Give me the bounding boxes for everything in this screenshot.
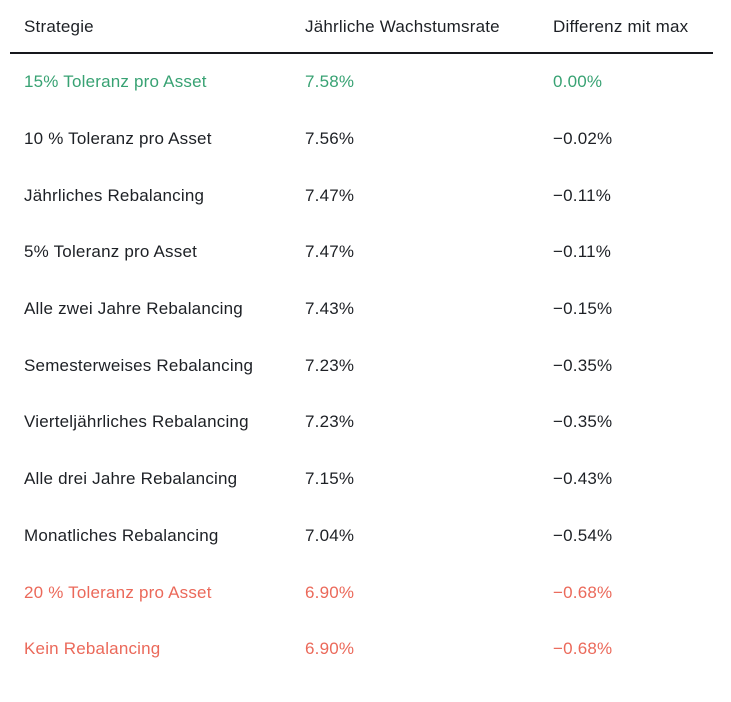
diff-max-value: 0.00% — [553, 72, 603, 92]
diff-max-value: −0.68% — [553, 582, 613, 602]
strategy-name: Monatliches Rebalancing — [24, 525, 219, 545]
growth-rate-value: 7.56% — [305, 129, 355, 149]
strategy-name: 15% Toleranz pro Asset — [24, 72, 207, 92]
diff-max-value: −0.43% — [553, 469, 613, 489]
strategy-name: Vierteljährliches Rebalancing — [24, 412, 249, 432]
diff-max-value: −0.54% — [553, 525, 613, 545]
strategy-name: 5% Toleranz pro Asset — [24, 242, 198, 262]
growth-rate-value: 7.23% — [305, 412, 355, 432]
growth-rate-value: 7.43% — [305, 299, 355, 319]
growth-rate-value: 7.23% — [305, 355, 355, 375]
column-header-strategy: Strategie — [24, 17, 94, 36]
diff-max-value: −0.15% — [553, 299, 613, 319]
table-header-row: Strategie Jährliche Wachstumsrate Differ… — [10, 0, 713, 54]
table-row: Alle zwei Jahre Rebalancing 7.43% −0.15% — [10, 281, 713, 338]
diff-max-value: −0.11% — [553, 242, 612, 262]
table-row: 20 % Toleranz pro Asset 6.90% −0.68% — [10, 564, 713, 621]
table-row: Jährliches Rebalancing 7.47% −0.11% — [10, 167, 713, 224]
strategy-comparison-table: Strategie Jährliche Wachstumsrate Differ… — [10, 0, 713, 678]
strategy-name: Alle zwei Jahre Rebalancing — [24, 299, 243, 319]
growth-rate-value: 7.58% — [305, 72, 355, 92]
table-row: 5% Toleranz pro Asset 7.47% −0.11% — [10, 224, 713, 281]
table-row: Semesterweises Rebalancing 7.23% −0.35% — [10, 337, 713, 394]
strategy-name: 10 % Toleranz pro Asset — [24, 129, 212, 149]
strategy-name: Semesterweises Rebalancing — [24, 355, 254, 375]
table-row: Alle drei Jahre Rebalancing 7.15% −0.43% — [10, 451, 713, 508]
diff-max-value: −0.35% — [553, 355, 613, 375]
column-header-diff-max: Differenz mit max — [553, 17, 689, 36]
column-header-growth-rate: Jährliche Wachstumsrate — [305, 17, 500, 36]
table-row: Kein Rebalancing 6.90% −0.68% — [10, 621, 713, 678]
growth-rate-value: 7.15% — [305, 469, 355, 489]
growth-rate-value: 7.47% — [305, 242, 355, 262]
table-row: Monatliches Rebalancing 7.04% −0.54% — [10, 508, 713, 565]
table-row: 15% Toleranz pro Asset 7.58% 0.00% — [10, 54, 713, 111]
growth-rate-value: 7.47% — [305, 185, 355, 205]
growth-rate-value: 7.04% — [305, 525, 355, 545]
diff-max-value: −0.11% — [553, 185, 612, 205]
diff-max-value: −0.35% — [553, 412, 613, 432]
growth-rate-value: 6.90% — [305, 582, 355, 602]
strategy-name: Alle drei Jahre Rebalancing — [24, 469, 238, 489]
growth-rate-value: 6.90% — [305, 639, 355, 659]
diff-max-value: −0.02% — [553, 129, 613, 149]
strategy-name: Kein Rebalancing — [24, 639, 161, 659]
strategy-name: Jährliches Rebalancing — [24, 185, 205, 205]
table-row: Vierteljährliches Rebalancing 7.23% −0.3… — [10, 394, 713, 451]
strategy-name: 20 % Toleranz pro Asset — [24, 582, 212, 602]
table-row: 10 % Toleranz pro Asset 7.56% −0.02% — [10, 111, 713, 168]
diff-max-value: −0.68% — [553, 639, 613, 659]
